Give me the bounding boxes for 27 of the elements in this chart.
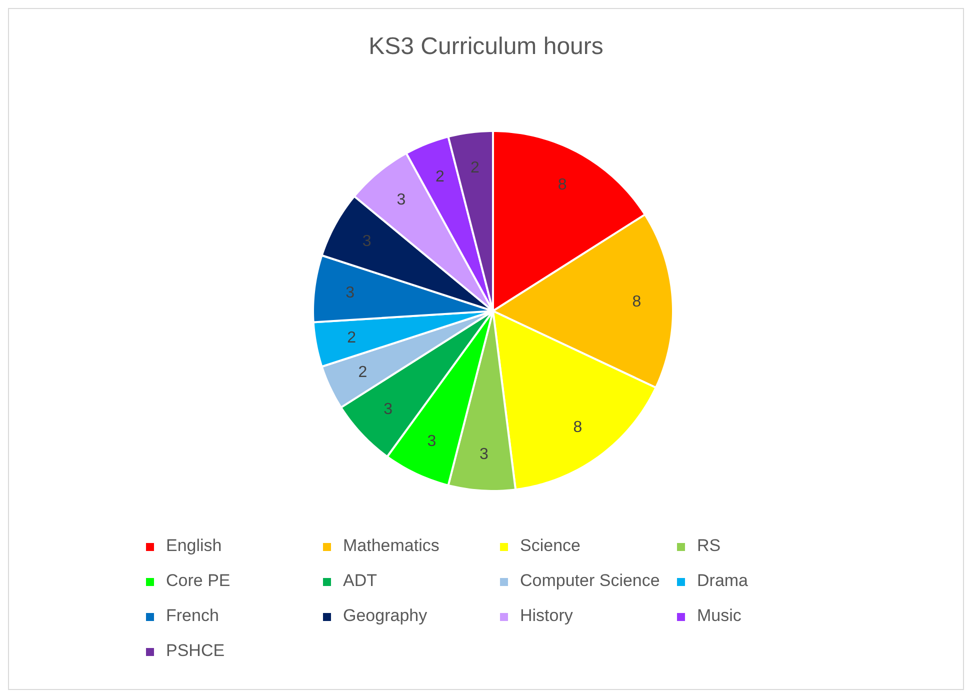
data-label: 2 (470, 160, 480, 177)
legend-label: English (166, 536, 222, 555)
data-label: 3 (427, 432, 436, 450)
data-label: 2 (358, 364, 368, 381)
legend-label: Drama (697, 571, 748, 590)
data-label: 3 (396, 192, 406, 209)
data-label: 3 (362, 233, 372, 250)
legend-label: RS (697, 536, 721, 555)
legend-label: French (166, 606, 219, 625)
legend-label: PSHCE (166, 641, 225, 660)
legend-label: Music (697, 606, 742, 625)
chart-title: KS3 Curriculum hours (368, 32, 604, 62)
legend-label: Geography (343, 606, 428, 625)
legend-label: ADT (343, 571, 377, 590)
legend-label: Core PE (166, 571, 230, 590)
legend-label: Computer Science (520, 571, 660, 590)
data-label: 8 (573, 419, 582, 436)
data-label: 3 (346, 284, 355, 302)
data-label: 2 (347, 329, 356, 346)
data-label: 3 (384, 401, 393, 418)
data-label: 3 (480, 446, 489, 464)
data-label: 8 (558, 176, 567, 194)
legend-label: Science (520, 536, 580, 555)
legend-label: Mathematics (343, 536, 440, 555)
data-label: 2 (436, 168, 445, 186)
data-label: 8 (632, 293, 642, 310)
legend-label: History (520, 606, 573, 625)
